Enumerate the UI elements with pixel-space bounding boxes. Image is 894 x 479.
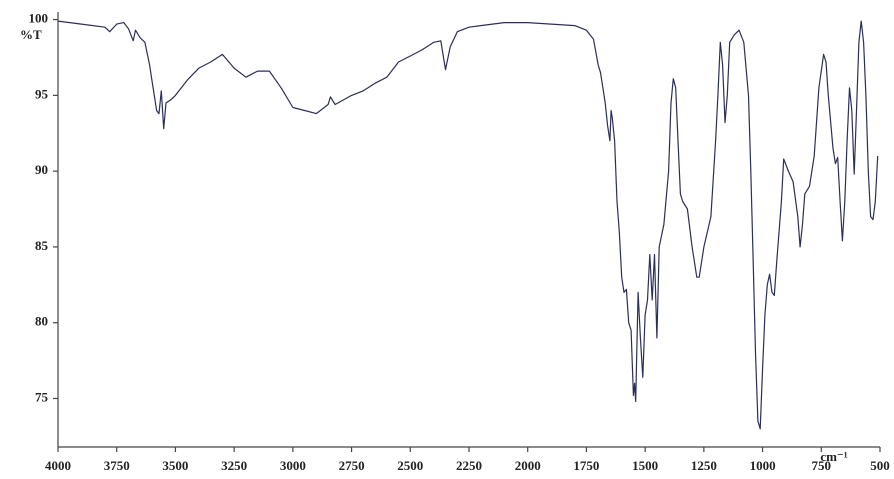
x-tick-label: 1000 xyxy=(750,458,776,473)
x-tick-label: 750 xyxy=(812,458,832,473)
x-tick-label: 2250 xyxy=(456,458,482,473)
y-axis-label: %T xyxy=(20,27,42,42)
x-tick-label: 1250 xyxy=(691,458,717,473)
x-tick-label: 2500 xyxy=(397,458,423,473)
x-tick-label: 2000 xyxy=(515,458,541,473)
x-tick-label: 1500 xyxy=(632,458,658,473)
y-tick-label: 100 xyxy=(29,11,49,26)
x-axis-label: cm⁻¹ xyxy=(820,449,847,464)
y-tick-label: 85 xyxy=(35,238,49,253)
y-tick-label: 95 xyxy=(35,86,49,101)
x-tick-label: 3000 xyxy=(280,458,306,473)
y-tick-label: 80 xyxy=(35,314,48,329)
x-tick-label: 1750 xyxy=(573,458,599,473)
spectrum-line xyxy=(57,20,879,430)
y-tick-label: 90 xyxy=(35,162,48,177)
y-tick-label: 75 xyxy=(35,389,49,404)
x-tick-label: 2750 xyxy=(339,458,365,473)
x-tick-label: 4000 xyxy=(45,458,71,473)
x-tick-label: 500 xyxy=(870,458,890,473)
x-tick-label: 3250 xyxy=(221,458,247,473)
x-tick-label: 3750 xyxy=(104,458,130,473)
x-tick-label: 3500 xyxy=(162,458,188,473)
